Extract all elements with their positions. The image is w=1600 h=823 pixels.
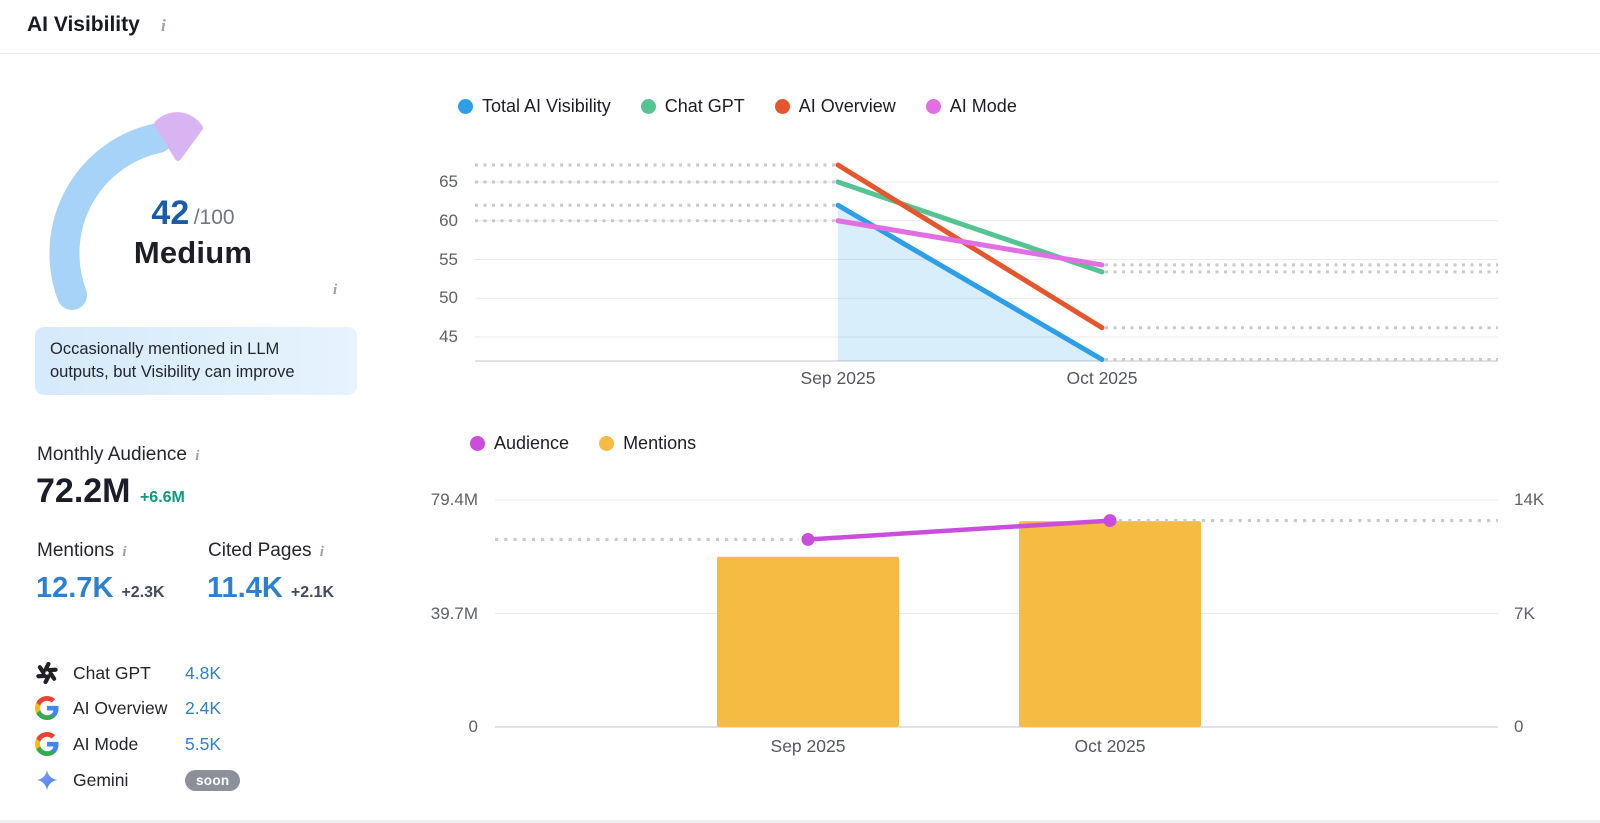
legend-label: AI Overview: [798, 96, 896, 116]
platform-row-chatgpt: Chat GPT 4.8K: [35, 660, 295, 686]
platform-row-ai-mode: AI Mode 5.5K: [35, 731, 295, 757]
platform-label: Gemini: [73, 769, 129, 790]
info-icon[interactable]: i: [122, 544, 127, 560]
y-axis-tick-right: 7K: [1514, 603, 1535, 623]
score-note: Occasionally mentioned in LLM outputs, b…: [35, 327, 357, 395]
mentions-bar: [717, 556, 899, 727]
legend-item-chat-gpt[interactable]: Chat GPT: [640, 96, 745, 117]
y-axis-tick: 65: [439, 172, 458, 191]
mentions-value: 12.7K +2.3K: [36, 572, 165, 604]
legend-label: Audience: [494, 433, 570, 453]
google-icon: [35, 696, 59, 720]
audience-point: [1103, 514, 1117, 528]
visibility-score-gauge: [49, 112, 203, 310]
platform-value-link[interactable]: 5.5K: [185, 733, 221, 754]
legend-dot: [599, 436, 615, 451]
y-axis-tick: 50: [439, 288, 458, 308]
trend-chart-legend: Total AI Visibility Chat GPT AI Overview AI…: [458, 96, 1017, 117]
platform-label: AI Mode: [73, 733, 139, 754]
x-axis-tick: Sep 2025: [770, 736, 846, 756]
info-icon[interactable]: i: [161, 16, 166, 35]
gauge-arc: [49, 123, 173, 310]
cited-pages-delta: +2.1K: [290, 584, 334, 601]
mentions-delta: +2.3K: [121, 584, 165, 601]
google-icon: [35, 732, 59, 756]
platform-value-link[interactable]: 2.4K: [185, 697, 221, 718]
monthly-audience-label: Monthly Audience i: [37, 444, 202, 466]
y-axis-tick-left: 39.7M: [430, 603, 478, 623]
soon-badge: soon: [185, 769, 241, 791]
bottom-divider: [0, 820, 1600, 823]
score-value: 42: [151, 194, 190, 232]
legend-dot: [925, 99, 941, 114]
audience-point: [801, 532, 815, 546]
y-axis-tick: 45: [439, 327, 458, 346]
gemini-icon: [36, 769, 58, 791]
legend-item-total-ai-visibility[interactable]: Total AI Visibility: [458, 96, 611, 117]
legend-label: Total AI Visibility: [482, 96, 611, 116]
platform-value-link[interactable]: 4.8K: [185, 662, 221, 683]
legend-item-audience[interactable]: Audience: [470, 433, 569, 454]
legend-item-mentions[interactable]: Mentions: [599, 433, 696, 454]
header: AI Visibility i: [0, 0, 1600, 54]
x-axis-tick: Oct 2025: [1066, 368, 1138, 388]
legend-dot: [640, 99, 656, 114]
legend-label: Mentions: [623, 433, 697, 453]
cited-pages-label: Cited Pages i: [208, 540, 327, 562]
score-max: /100: [193, 206, 235, 229]
x-axis-tick: Oct 2025: [1074, 736, 1146, 756]
chatgpt-icon: [36, 661, 58, 685]
legend-item-ai-mode[interactable]: AI Mode: [925, 96, 1017, 117]
legend-label: AI Mode: [949, 96, 1017, 116]
y-axis-tick-left: 0: [468, 717, 478, 736]
y-axis-tick: 60: [439, 210, 458, 230]
info-icon[interactable]: i: [333, 282, 338, 298]
legend-dot: [470, 436, 485, 451]
score-rating: Medium: [133, 235, 253, 270]
legend-dot: [774, 99, 790, 114]
mentions-bar: [1019, 521, 1201, 727]
legend-item-ai-overview[interactable]: AI Overview: [774, 96, 896, 117]
legend-label: Chat GPT: [664, 96, 745, 116]
mentions-label: Mentions i: [37, 540, 130, 562]
monthly-audience-value: 72.2M +6.6M: [36, 472, 185, 510]
page-title: AI Visibility: [27, 13, 140, 36]
info-icon[interactable]: i: [319, 544, 324, 560]
score-block: 42 /100 Medium: [118, 194, 268, 271]
gauge-pointer: [154, 112, 203, 161]
legend-dot: [458, 99, 473, 114]
platform-label: AI Overview: [73, 697, 168, 718]
y-axis-tick-left: 79.4M: [430, 490, 478, 509]
x-axis-tick: Sep 2025: [800, 368, 876, 388]
y-axis-tick-right: 0: [1514, 717, 1524, 736]
cited-pages-value: 11.4K +2.1K: [207, 572, 334, 604]
platform-label: Chat GPT: [73, 662, 151, 683]
info-icon[interactable]: i: [195, 448, 200, 464]
monthly-audience-delta: +6.6M: [139, 489, 185, 506]
platform-row-ai-overview: AI Overview 2.4K: [35, 695, 295, 721]
audience-chart-legend: Audience Mentions: [470, 433, 696, 454]
platform-row-gemini: Gemini soon: [35, 767, 295, 793]
y-axis-tick: 55: [439, 249, 458, 269]
y-axis-tick-right: 14K: [1514, 490, 1545, 509]
